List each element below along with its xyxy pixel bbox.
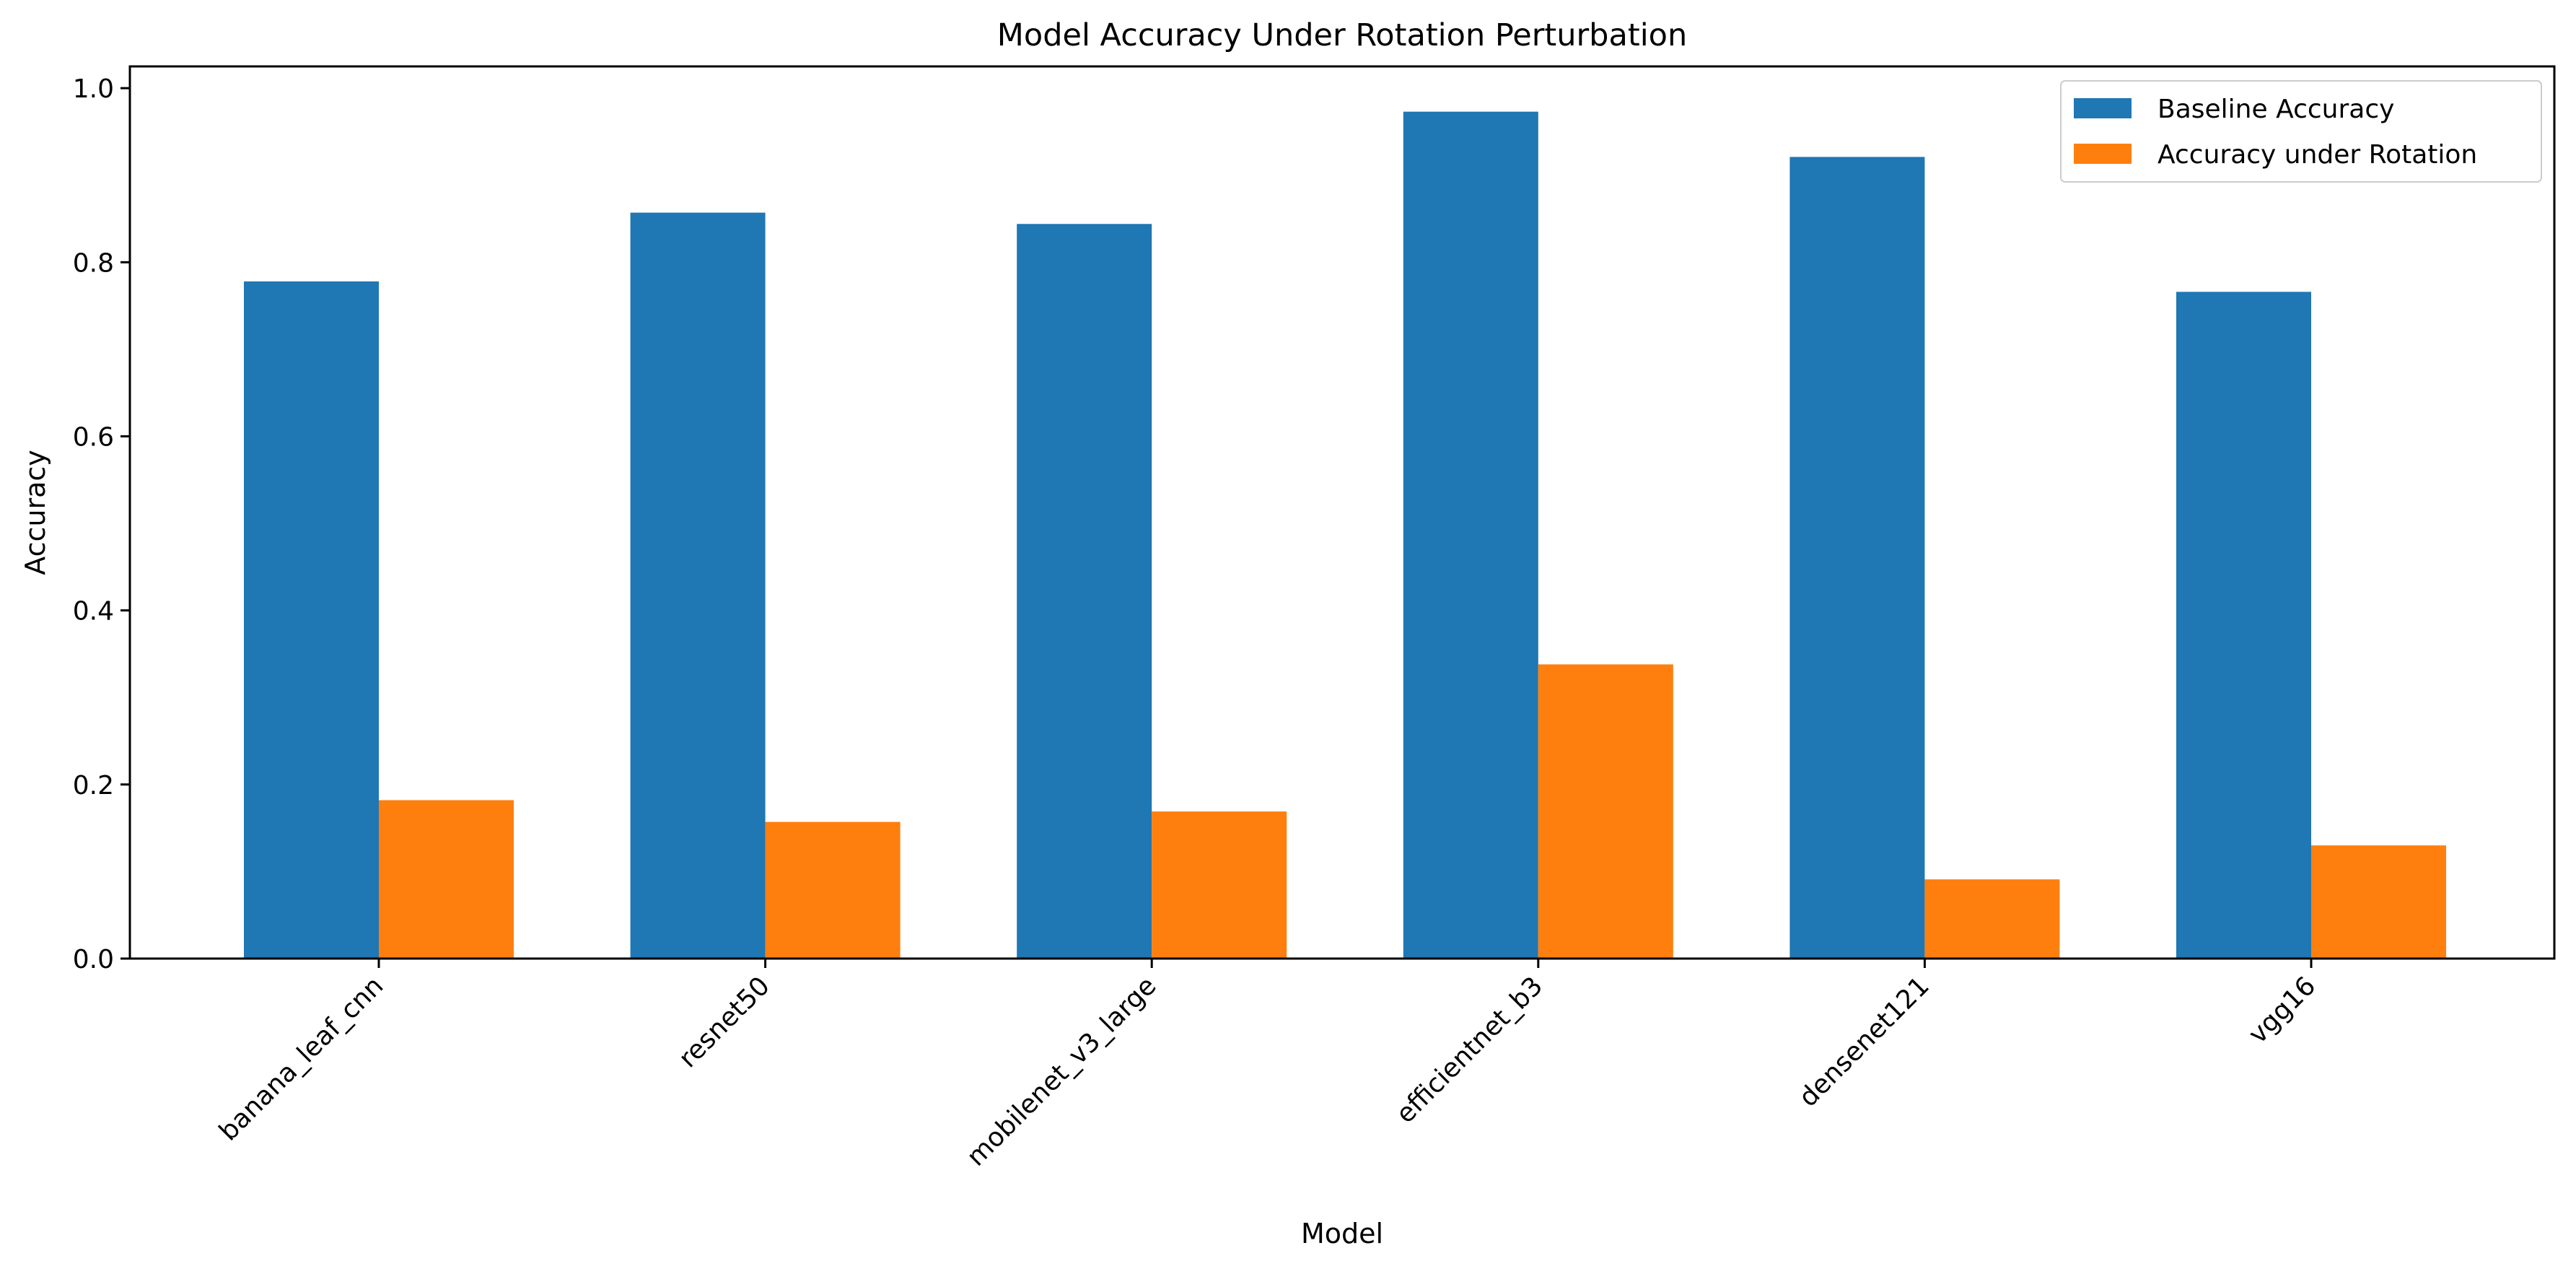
legend-label: Accuracy under Rotation	[2157, 140, 2477, 170]
legend: Baseline Accuracy Accuracy under Rotation	[2060, 80, 2542, 183]
y-tick-label: 0.0	[73, 945, 114, 974]
y-tick-label: 0.4	[73, 597, 114, 627]
bar-baseline-banana-leaf-cnn	[244, 281, 379, 959]
legend-swatch	[2074, 144, 2132, 164]
bars-group	[244, 111, 2446, 959]
x-axis-label: Model	[1301, 1218, 1383, 1249]
bar-rotation-banana-leaf-cnn	[379, 800, 514, 959]
bar-baseline-efficientnet-b3	[1403, 111, 1538, 959]
bar-baseline-vgg16	[2176, 292, 2311, 959]
bar-rotation-vgg16	[2311, 845, 2446, 959]
bar-rotation-mobilenet-v3-large	[1152, 811, 1287, 959]
bar-baseline-resnet50	[630, 212, 766, 959]
legend-frame	[2060, 80, 2542, 183]
legend-label: Baseline Accuracy	[2157, 95, 2394, 124]
bar-rotation-resnet50	[765, 821, 901, 959]
plot-area-frame	[128, 65, 2556, 960]
bar-rotation-efficientnet-b3	[1538, 664, 1673, 959]
bar-baseline-mobilenet-v3-large	[1017, 224, 1152, 959]
y-tick-label: 0.6	[73, 422, 114, 452]
chart-title: Model Accuracy Under Rotation Perturbati…	[997, 17, 1687, 53]
y-tick-label: 0.2	[73, 771, 114, 800]
y-tick-label: 1.0	[73, 74, 114, 104]
bar-rotation-densenet121	[1924, 879, 2060, 959]
bar-baseline-densenet121	[1789, 157, 1925, 959]
y-axis: 0.0 0.2 0.4 0.6 0.8 1.0	[73, 74, 130, 974]
y-axis-label: Accuracy	[19, 450, 51, 575]
y-tick-label: 0.8	[73, 248, 114, 278]
legend-swatch	[2074, 98, 2132, 118]
